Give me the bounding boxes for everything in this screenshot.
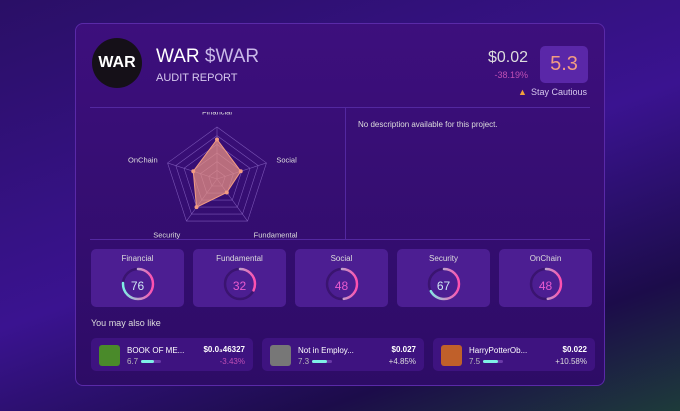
warning-icon: ▲: [518, 87, 527, 97]
subtitle: AUDIT REPORT: [156, 72, 238, 84]
metric-value: 48: [334, 279, 349, 293]
token-change: +4.85%: [388, 357, 416, 366]
recommendation-card[interactable]: BOOK OF ME... 6.7 $0.0₃46327 -3.43%: [91, 338, 253, 371]
audit-card: WAR WAR $WAR AUDIT REPORT $0.02 -38.19% …: [75, 23, 605, 386]
metric-card-financial: Financial 76: [91, 249, 184, 307]
divider: [90, 239, 590, 240]
metric-card-fundamental: Fundamental 32: [193, 249, 286, 307]
metric-card-onchain: OnChain 48: [499, 249, 592, 307]
project-title: WAR $WAR: [156, 46, 260, 67]
radar-label: Security: [153, 230, 180, 239]
token-score: 7.3: [298, 357, 310, 366]
metric-gauge: [223, 267, 257, 301]
description: No description available for this projec…: [358, 120, 498, 129]
token-icon: [441, 345, 462, 366]
token-score: 6.7: [127, 357, 139, 366]
metric-value: 32: [232, 279, 247, 293]
metric-gauge: [121, 267, 155, 301]
radar-label: OnChain: [128, 156, 158, 165]
token-score: 7.5: [469, 357, 481, 366]
token-price: $0.0₃46327: [203, 345, 245, 354]
token-name: Not in Employ...: [298, 346, 354, 355]
recommendation-card[interactable]: HarryPotterOb... 7.5 $0.022 +10.58%: [433, 338, 595, 371]
radar-label: Financial: [202, 112, 232, 117]
metric-value: 67: [436, 279, 451, 293]
radar-grid: [167, 126, 267, 222]
token-name: BOOK OF ME...: [127, 346, 185, 355]
price-change: -38.19%: [494, 70, 528, 80]
token-change: +10.58%: [555, 357, 587, 366]
token-price: $0.022: [562, 345, 587, 354]
radar-grid: [175, 135, 259, 215]
divider: [90, 107, 590, 108]
metric-value: 76: [130, 279, 145, 293]
metric-label: Security: [429, 254, 458, 263]
radar-point: [215, 137, 219, 142]
radar-point: [224, 190, 229, 195]
metric-gauge: [529, 267, 563, 301]
token-icon: [270, 345, 291, 366]
radar-grid: [183, 143, 251, 208]
score-bar: [312, 360, 332, 363]
metric-gauge: [325, 267, 359, 301]
also-like-heading: You may also like: [91, 318, 161, 328]
token-icon: [99, 345, 120, 366]
recommendation-card[interactable]: Not in Employ... 7.3 $0.027 +4.85%: [262, 338, 424, 371]
score-bar: [141, 360, 161, 363]
metric-gauge: [427, 267, 461, 301]
warning: ▲ Stay Cautious: [518, 87, 587, 97]
radar-point: [191, 169, 196, 174]
token-price: $0.027: [391, 345, 416, 354]
score-bar: [483, 360, 503, 363]
project-logo: WAR: [92, 38, 142, 88]
token-name: HarryPotterOb...: [469, 346, 528, 355]
price: $0.02: [487, 49, 528, 66]
score-badge: 5.3: [540, 46, 588, 83]
metric-card-social: Social 48: [295, 249, 388, 307]
radar-point: [238, 169, 243, 174]
radar-label: Fundamental: [254, 230, 298, 239]
metric-value: 48: [538, 279, 553, 293]
divider: [345, 108, 346, 239]
token-change: -3.43%: [219, 357, 245, 366]
metric-label: OnChain: [529, 254, 562, 263]
metric-label: Financial: [121, 254, 154, 263]
radar-chart: Financial Social Fundamental Security OnChai…: [128, 112, 298, 239]
metric-label: Social: [330, 254, 353, 263]
metric-label: Fundamental: [216, 254, 263, 263]
radar-label: Social: [276, 156, 297, 165]
radar-area: [192, 138, 242, 208]
radar-point: [194, 205, 199, 210]
metric-card-security: Security 67: [397, 249, 490, 307]
